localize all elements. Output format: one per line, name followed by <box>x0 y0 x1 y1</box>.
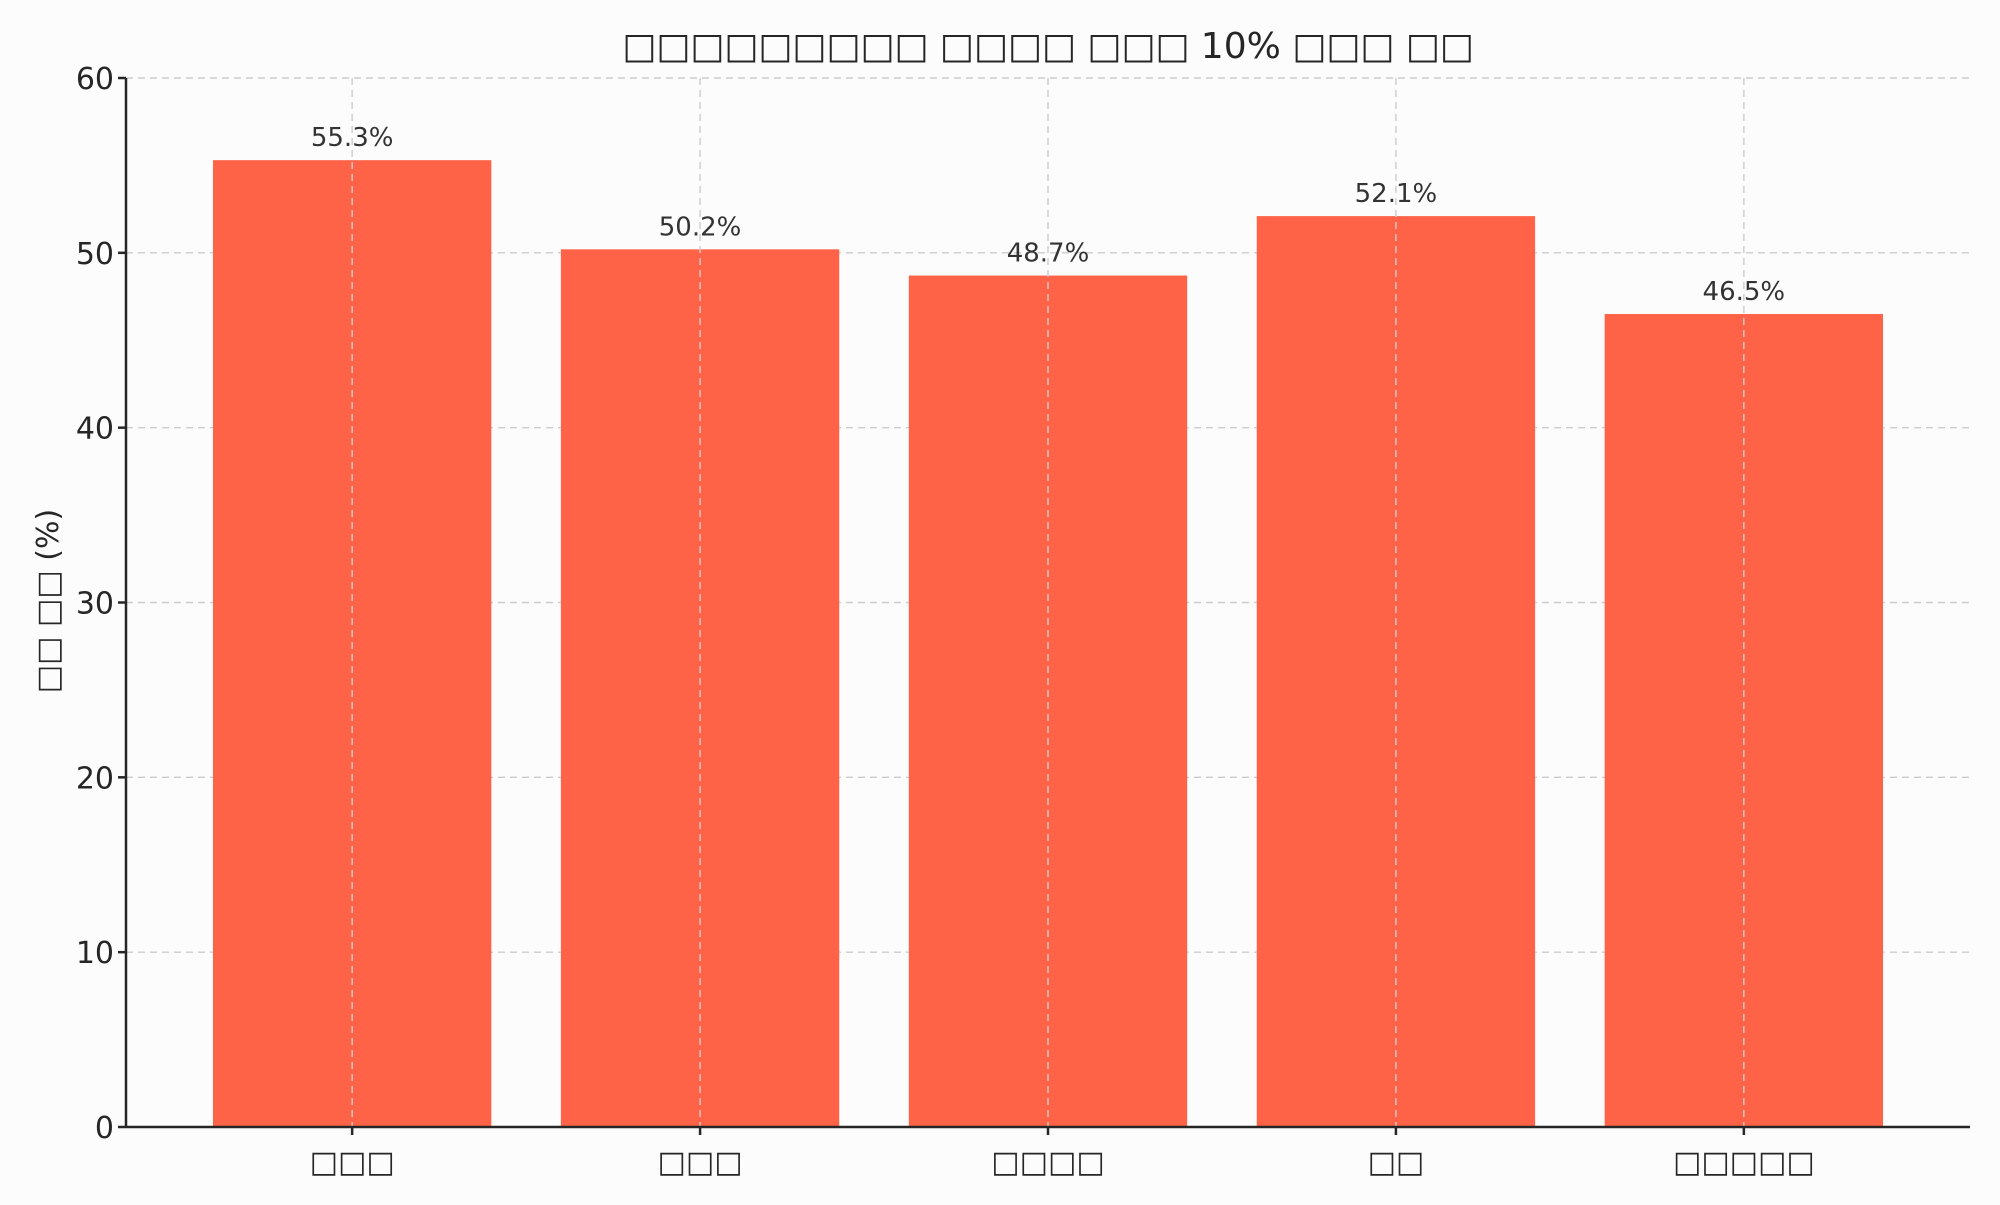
y-tick-label: 30 <box>76 587 114 622</box>
data-label: 48.7% <box>1007 239 1090 269</box>
axes <box>118 76 1970 1135</box>
data-label: 50.2% <box>659 212 742 242</box>
x-tick-label: □□□ <box>310 1145 395 1180</box>
x-tick-label: □□□□□ <box>1673 1145 1815 1180</box>
data-label: 55.3% <box>311 123 394 153</box>
data-labels: 55.3% 50.2% 48.7% 52.1% 46.5% <box>311 78 1785 1127</box>
x-tick-label: □□□□ <box>991 1145 1104 1180</box>
chart-title: □□□□□□□□□ □□□□ □□□ 10% □□□ □□ <box>622 26 1474 67</box>
x-tick-label: □□□ <box>658 1145 743 1180</box>
x-tick-label: □□ <box>1368 1145 1425 1180</box>
y-tick-label: 10 <box>76 936 114 971</box>
y-tick-label: 40 <box>76 412 114 447</box>
y-tick-label: 0 <box>95 1111 114 1146</box>
y-tick-label: 60 <box>76 62 114 97</box>
y-axis-label: □□ □□ (%) <box>31 509 66 693</box>
data-label: 46.5% <box>1703 277 1786 307</box>
y-tick-label: 20 <box>76 761 114 796</box>
data-label: 52.1% <box>1355 179 1438 209</box>
y-tick-label: 50 <box>76 237 114 272</box>
